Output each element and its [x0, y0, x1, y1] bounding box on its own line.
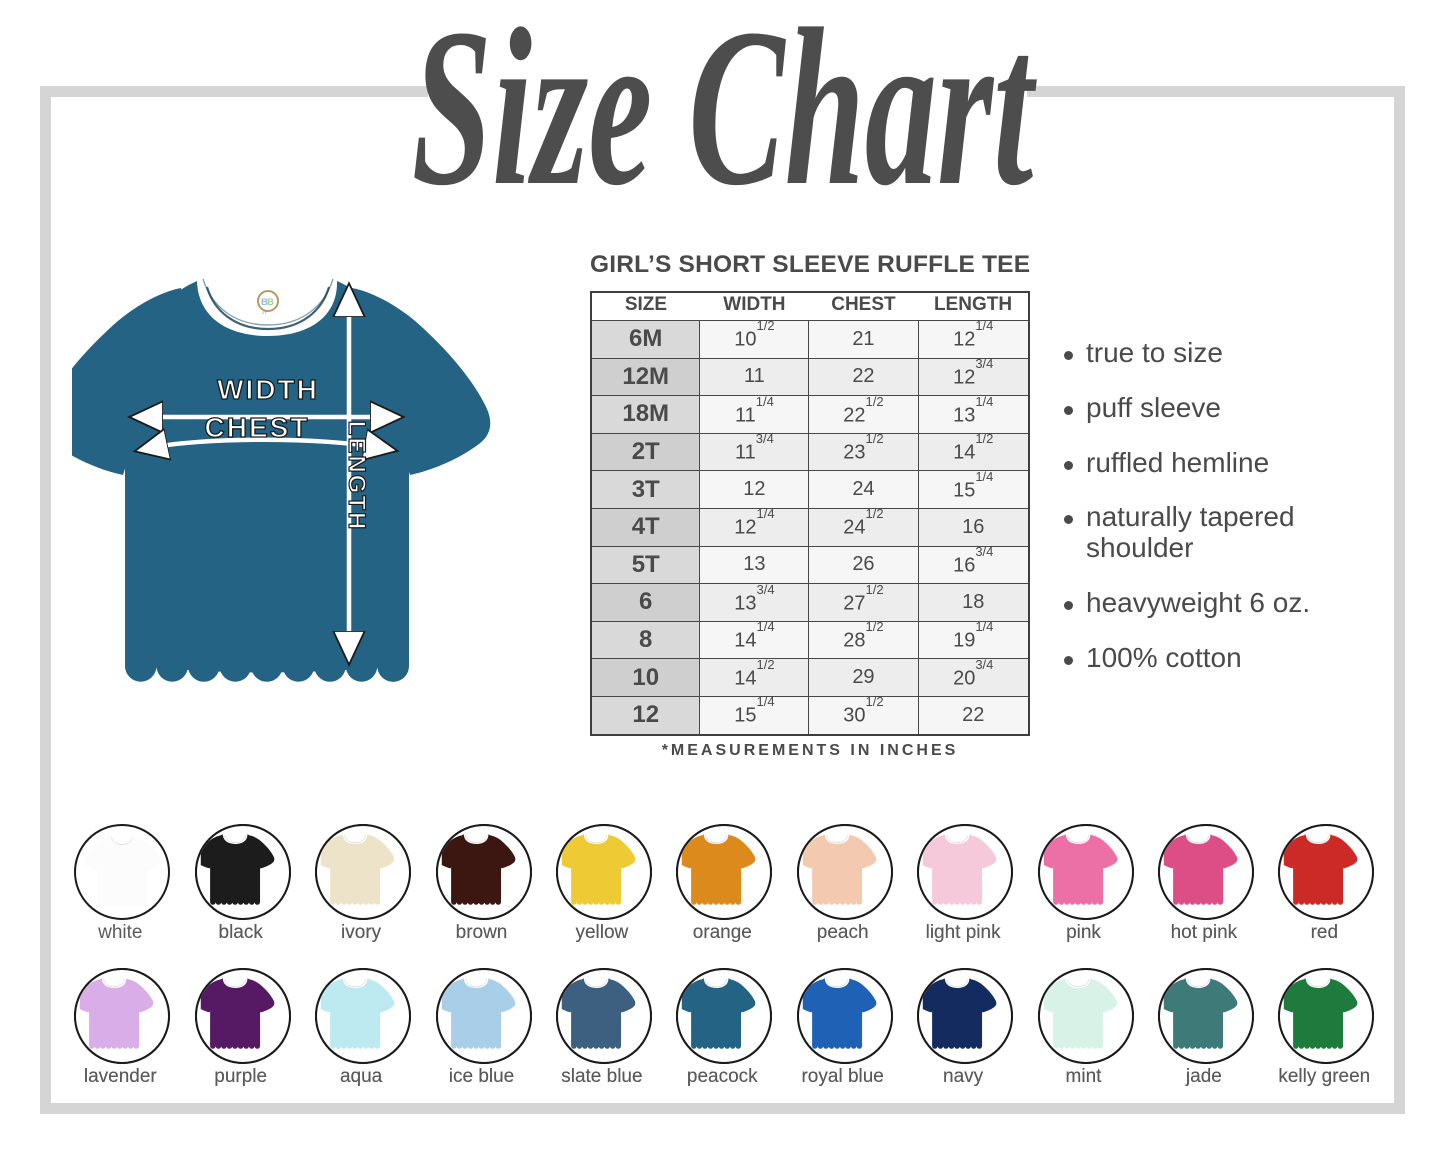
- svg-text:B: B: [267, 297, 274, 308]
- svg-text:LENGTH: LENGTH: [343, 421, 370, 532]
- svg-text:WIDTH: WIDTH: [217, 374, 319, 405]
- svg-text:CHEST: CHEST: [205, 412, 310, 443]
- svg-text:2T: 2T: [262, 310, 267, 315]
